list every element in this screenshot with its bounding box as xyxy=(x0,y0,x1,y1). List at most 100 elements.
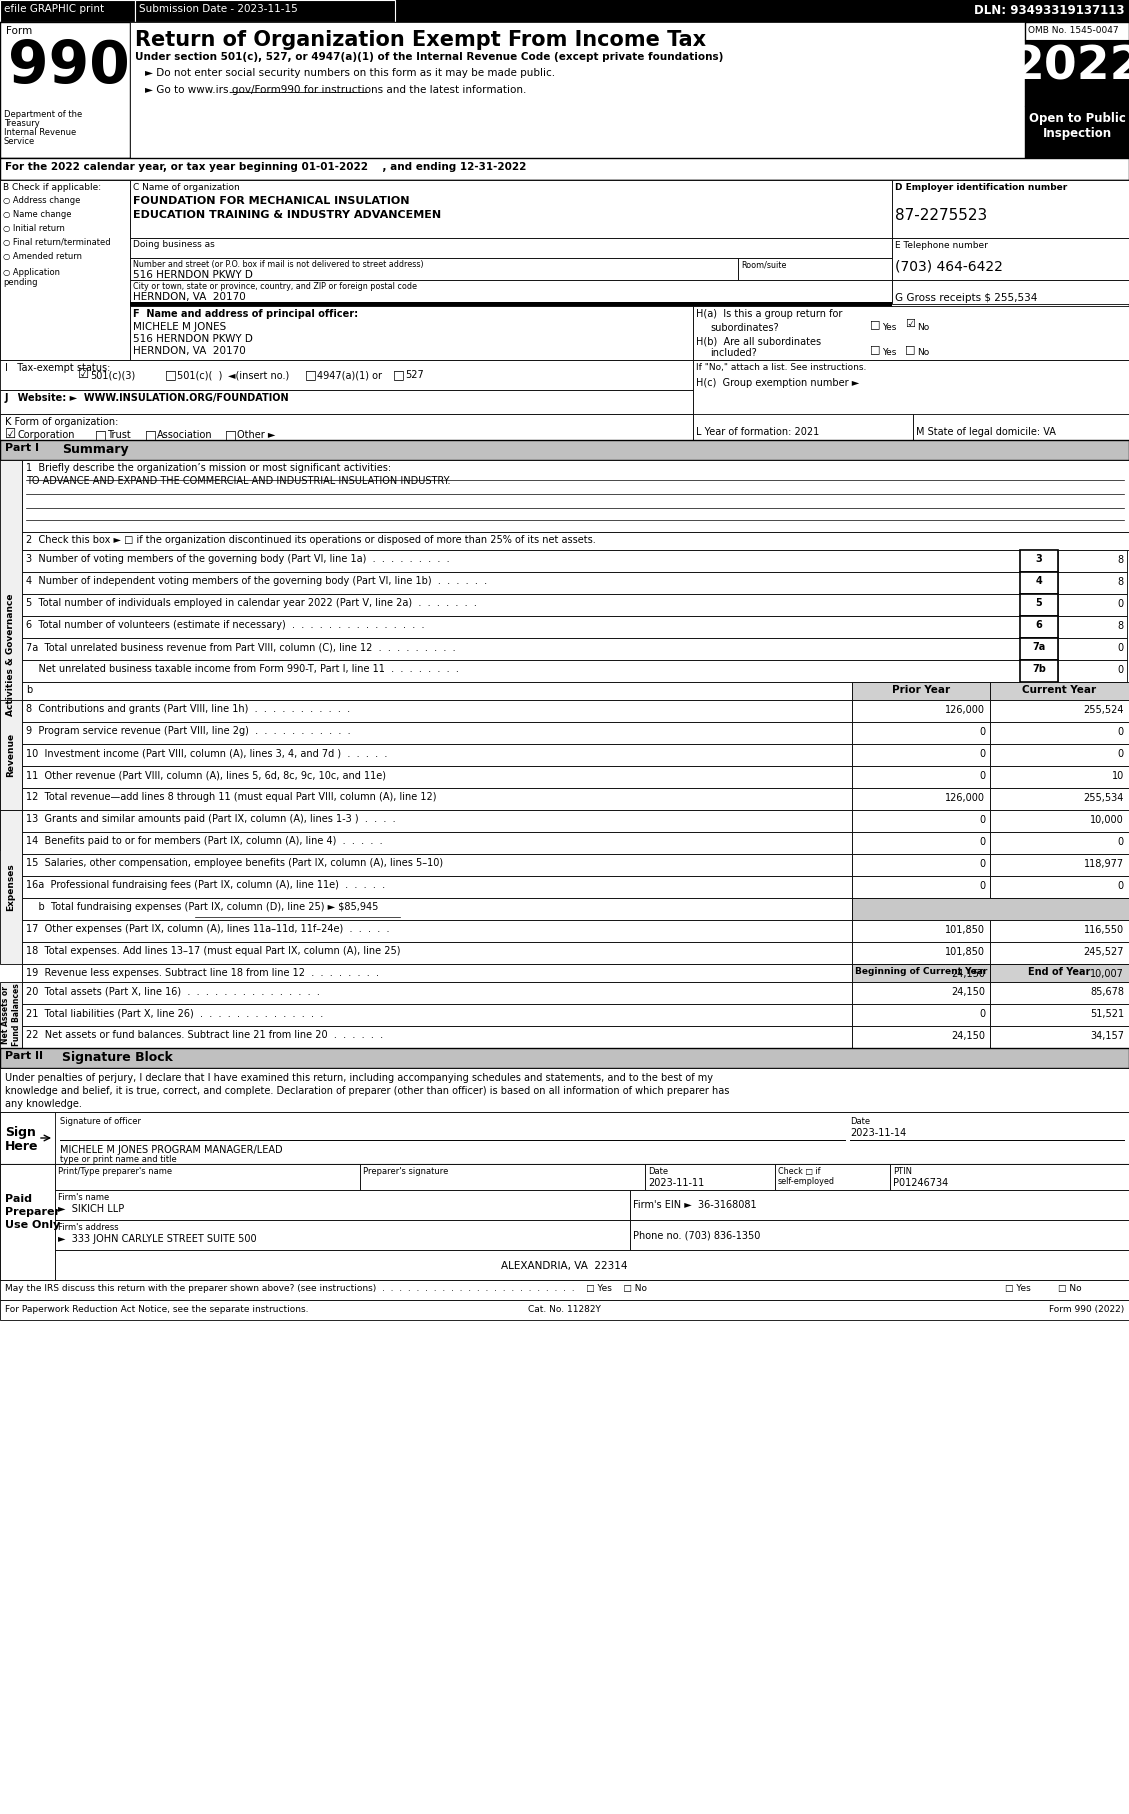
Text: May the IRS discuss this return with the preparer shown above? (see instructions: May the IRS discuss this return with the… xyxy=(5,1284,647,1293)
Bar xyxy=(693,414,913,441)
Text: City or town, state or province, country, and ZIP or foreign postal code: City or town, state or province, country… xyxy=(133,281,417,290)
Bar xyxy=(990,700,1129,722)
Text: Revenue: Revenue xyxy=(7,733,16,776)
Text: 2  Check this box ► □ if the organization discontinued its operations or dispose: 2 Check this box ► □ if the organization… xyxy=(26,535,596,544)
Text: 126,000: 126,000 xyxy=(945,706,984,715)
Bar xyxy=(852,811,990,833)
Text: ►  333 JOHN CARLYLE STREET SUITE 500: ► 333 JOHN CARLYLE STREET SUITE 500 xyxy=(58,1234,256,1244)
Text: 118,977: 118,977 xyxy=(1084,860,1124,869)
Text: If "No," attach a list. See instructions.: If "No," attach a list. See instructions… xyxy=(695,363,866,372)
Text: 10,000: 10,000 xyxy=(1091,814,1124,825)
Bar xyxy=(21,700,852,722)
Bar xyxy=(0,700,21,811)
Text: Firm's name: Firm's name xyxy=(58,1194,110,1203)
Bar xyxy=(892,279,1129,305)
Text: □: □ xyxy=(393,368,405,381)
Text: Department of the: Department of the xyxy=(5,111,82,120)
Text: 19  Revenue less expenses. Subtract line 18 from line 12  .  .  .  .  .  .  .  .: 19 Revenue less expenses. Subtract line … xyxy=(26,969,379,978)
Text: 516 HERNDON PKWY D: 516 HERNDON PKWY D xyxy=(133,270,253,279)
Text: Under penalties of perjury, I declare that I have examined this return, includin: Under penalties of perjury, I declare th… xyxy=(5,1074,714,1083)
Bar xyxy=(990,682,1129,700)
Bar xyxy=(852,766,990,787)
Text: Check □ if
self-employed: Check □ if self-employed xyxy=(778,1166,835,1186)
Text: 6: 6 xyxy=(1035,620,1042,629)
Text: □ No: □ No xyxy=(1058,1284,1082,1293)
Text: End of Year: End of Year xyxy=(1027,967,1091,978)
Text: 245,527: 245,527 xyxy=(1084,947,1124,958)
Bar xyxy=(21,461,1129,532)
Text: (703) 464-6422: (703) 464-6422 xyxy=(895,259,1003,272)
Text: Print/Type preparer's name: Print/Type preparer's name xyxy=(58,1166,172,1175)
Bar xyxy=(1019,617,1058,639)
Text: 0: 0 xyxy=(979,1009,984,1019)
Bar xyxy=(0,1112,55,1165)
Text: H(a)  Is this a group return for: H(a) Is this a group return for xyxy=(695,308,842,319)
Text: Date: Date xyxy=(850,1117,870,1126)
Text: Treasury: Treasury xyxy=(5,120,40,129)
Bar xyxy=(21,660,1019,682)
Text: b: b xyxy=(26,686,33,695)
Text: 255,524: 255,524 xyxy=(1084,706,1124,715)
Bar xyxy=(0,390,693,414)
Bar xyxy=(135,0,395,22)
Bar xyxy=(1058,639,1127,660)
Text: any knowledge.: any knowledge. xyxy=(5,1099,82,1108)
Text: 0: 0 xyxy=(979,836,984,847)
Text: DLN: 93493319137113: DLN: 93493319137113 xyxy=(973,4,1124,16)
Bar xyxy=(0,414,693,441)
Text: C Name of organization: C Name of organization xyxy=(133,183,239,192)
Bar xyxy=(913,414,1129,441)
Text: Net Assets or
Fund Balances: Net Assets or Fund Balances xyxy=(1,983,20,1047)
Text: M State of legal domicile: VA: M State of legal domicile: VA xyxy=(916,426,1056,437)
Bar xyxy=(21,833,852,854)
Text: Sign: Sign xyxy=(5,1126,36,1139)
Text: 2023-11-14: 2023-11-14 xyxy=(850,1128,907,1137)
Bar xyxy=(1025,105,1129,158)
Text: Open to Public
Inspection: Open to Public Inspection xyxy=(1029,112,1126,140)
Text: Preparer's signature: Preparer's signature xyxy=(364,1166,448,1175)
Text: ○ Name change: ○ Name change xyxy=(3,210,71,219)
Text: Signature of officer: Signature of officer xyxy=(60,1117,141,1126)
Bar xyxy=(21,744,852,766)
Text: PTIN: PTIN xyxy=(893,1166,912,1175)
Bar xyxy=(1025,22,1129,158)
Text: 501(c)(3): 501(c)(3) xyxy=(90,370,135,379)
Bar xyxy=(55,1221,630,1250)
Bar xyxy=(21,963,852,981)
Bar xyxy=(852,744,990,766)
Bar xyxy=(1025,40,1129,105)
Bar xyxy=(1058,571,1127,593)
Text: Signature Block: Signature Block xyxy=(62,1050,173,1065)
Text: 0: 0 xyxy=(979,882,984,891)
Text: J   Website: ►  WWW.INSULATION.ORG/FOUNDATION: J Website: ► WWW.INSULATION.ORG/FOUNDATI… xyxy=(5,394,290,403)
Bar xyxy=(55,1250,1129,1281)
Bar xyxy=(0,180,130,359)
Bar xyxy=(0,22,1129,158)
Bar xyxy=(990,981,1129,1003)
Text: □: □ xyxy=(905,345,916,354)
Text: included?: included? xyxy=(710,348,756,357)
Text: Doing business as: Doing business as xyxy=(133,239,215,249)
Text: Service: Service xyxy=(5,138,35,145)
Text: ► Go to www.irs.gov/Form990 for instructions and the latest information.: ► Go to www.irs.gov/Form990 for instruct… xyxy=(145,85,526,94)
Text: I   Tax-exempt status:: I Tax-exempt status: xyxy=(5,363,111,374)
Bar xyxy=(852,981,990,1003)
Text: 11  Other revenue (Part VIII, column (A), lines 5, 6d, 8c, 9c, 10c, and 11e): 11 Other revenue (Part VIII, column (A),… xyxy=(26,769,386,780)
Text: 0: 0 xyxy=(1118,599,1124,610)
Text: Activities & Governance: Activities & Governance xyxy=(7,593,16,717)
Text: Paid: Paid xyxy=(5,1194,32,1204)
Bar xyxy=(21,593,1019,617)
Text: Summary: Summary xyxy=(62,443,129,455)
Bar xyxy=(990,963,1129,981)
Text: 24,150: 24,150 xyxy=(951,969,984,980)
Text: 3  Number of voting members of the governing body (Part VI, line 1a)  .  .  .  .: 3 Number of voting members of the govern… xyxy=(26,553,449,564)
Text: ☑: ☑ xyxy=(905,319,914,328)
Text: Yes: Yes xyxy=(882,348,896,357)
Bar xyxy=(130,307,693,359)
Bar xyxy=(990,963,1129,987)
Text: OMB No. 1545-0047: OMB No. 1545-0047 xyxy=(1029,25,1119,34)
Text: 4  Number of independent voting members of the governing body (Part VI, line 1b): 4 Number of independent voting members o… xyxy=(26,577,487,586)
Bar xyxy=(852,941,990,963)
Bar xyxy=(130,238,892,258)
Bar xyxy=(1019,639,1058,660)
